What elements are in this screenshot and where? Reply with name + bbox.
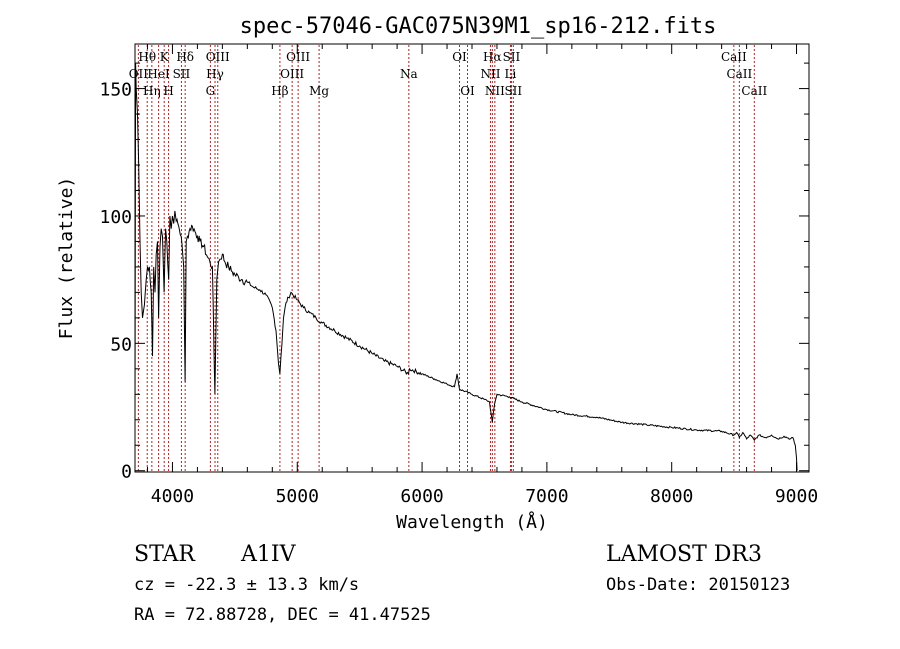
plot-frame [134,43,810,473]
spectral-line-label: SII [173,67,191,81]
y-tick-label: 150 [99,80,132,101]
spectral-line-label: SII [504,84,522,98]
axis-tick-labels: 4000 5000 6000 7000 8000 9000 0 50 100 150 [99,80,818,507]
x-axis-label: Wavelength (Å) [396,511,548,533]
spectral-line-label: CaII [726,67,752,81]
x-tick-label: 8000 [650,486,693,507]
x-tick-label: 7000 [525,486,568,507]
y-tick-label: 100 [99,207,132,228]
spectral-line-label: G [206,84,216,98]
spectral-line-label: OII [129,67,149,81]
obs-date: Obs-Date: 20150123 [606,575,790,595]
spectral-line-label: CaII [741,84,767,98]
x-tick-label: 9000 [775,486,818,507]
spectral-line-label: NII [485,84,505,98]
spectral-line-label: OIII [286,50,310,64]
spectral-line-labels: OIIHθHηHeIKHSIIHδGHγOIIIHβOIIIOIIIMgNaOI… [129,50,768,98]
spectral-line-label: Hγ [206,67,224,81]
axis-ticks [135,44,809,472]
spectral-line-label: Hη [143,84,161,98]
spectral-line-label: Li [505,67,517,81]
spectral-line-label: SII [503,50,521,64]
object-subclass: A1IV [240,542,297,567]
spectral-line-label: OIII [206,50,230,64]
spectral-line-label: K [160,50,170,64]
spectral-line-label: Hθ [138,50,156,64]
spectral-line-label: OIII [280,67,304,81]
y-tick-label: 50 [110,334,132,355]
y-axis-label: Flux (relative) [56,177,77,340]
redshift-text: cz = -22.3 ± 13.3 km/s [134,575,359,595]
spectral-line-markers [137,45,755,471]
object-class: STAR [134,542,196,567]
spectral-line-label: Mg [309,84,329,98]
coordinates-text: RA = 72.88728, DEC = 41.47525 [134,605,431,625]
spectral-line-label: H [163,84,173,98]
x-tick-label: 4000 [151,486,194,507]
spectral-line-label: NII [480,67,500,81]
spectral-line-label: Na [400,67,418,81]
spectrum-line [134,63,798,471]
spectral-line-label: Hα [483,50,502,64]
y-tick-label: 0 [121,462,132,483]
spectral-line-label: OI [452,50,467,64]
spectral-line-label: OI [460,84,475,98]
survey-name: LAMOST DR3 [606,542,762,567]
spectral-line-label: Hδ [176,50,194,64]
x-tick-label: 5000 [276,486,319,507]
spectral-line-label: CaII [721,50,747,64]
x-tick-label: 6000 [400,486,443,507]
spectral-line-label: Hβ [271,84,288,98]
spectral-line-label: HeI [147,67,170,81]
chart-title: spec-57046-GAC075N39M1_sp16-212.fits [240,14,717,39]
